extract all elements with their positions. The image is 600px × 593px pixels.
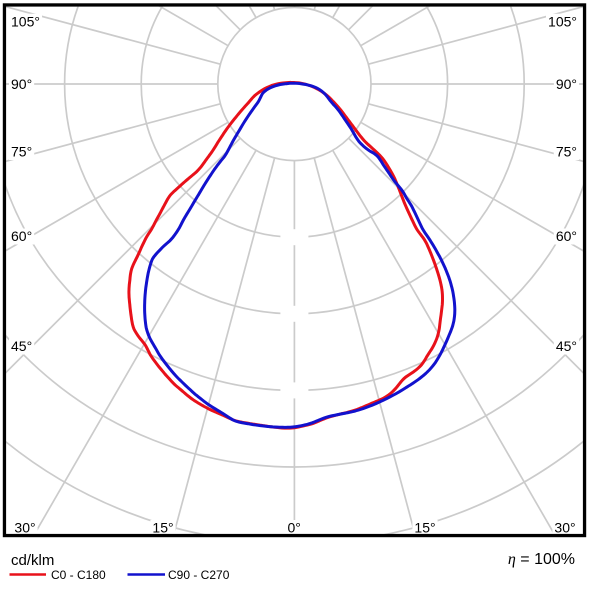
svg-text:45°: 45° bbox=[556, 338, 577, 354]
svg-text:cd/klm: cd/klm bbox=[11, 552, 54, 569]
svg-text:30°: 30° bbox=[554, 520, 575, 536]
svg-text:C0 - C180: C0 - C180 bbox=[51, 568, 106, 582]
svg-text:105°: 105° bbox=[11, 13, 40, 29]
svg-text:105°: 105° bbox=[548, 13, 577, 29]
svg-text:C90 - C270: C90 - C270 bbox=[168, 568, 230, 582]
svg-text:0°: 0° bbox=[288, 520, 301, 536]
svg-text:60°: 60° bbox=[11, 228, 32, 244]
svg-text:90°: 90° bbox=[11, 76, 32, 92]
svg-text:15°: 15° bbox=[414, 520, 435, 536]
svg-text:15°: 15° bbox=[152, 520, 173, 536]
svg-text:75°: 75° bbox=[556, 144, 577, 160]
svg-text:60°: 60° bbox=[556, 228, 577, 244]
svg-text:45°: 45° bbox=[11, 338, 32, 354]
svg-text:30°: 30° bbox=[14, 520, 35, 536]
svg-text:90°: 90° bbox=[556, 76, 577, 92]
svg-text:η = 100%: η = 100% bbox=[508, 551, 575, 568]
svg-text:75°: 75° bbox=[11, 144, 32, 160]
